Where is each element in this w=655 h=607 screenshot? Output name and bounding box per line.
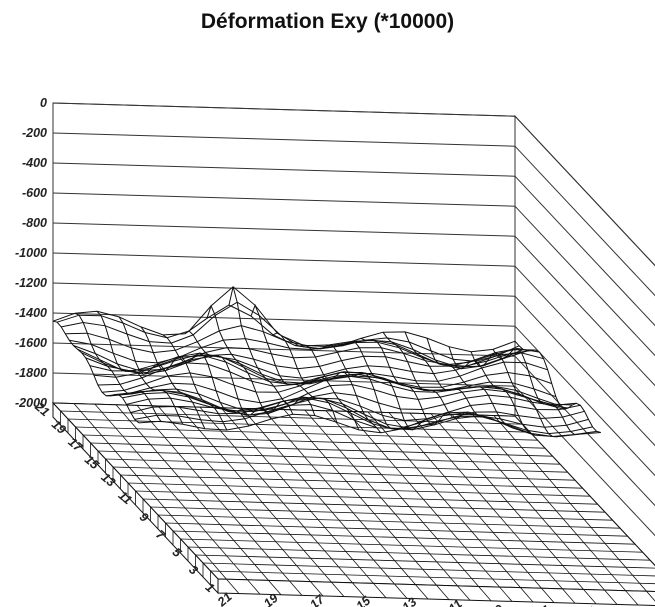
surface-col-line	[118, 316, 206, 429]
surface-col-line	[228, 286, 316, 416]
z-tick-label-left: -2000	[15, 396, 47, 410]
floor-grid-line	[180, 538, 643, 553]
surface-col-line	[448, 346, 535, 436]
surface-col-line	[250, 303, 338, 423]
surface-row-line	[106, 375, 569, 409]
floor-grid-line	[157, 514, 621, 529]
floor-grid-line	[202, 562, 655, 577]
z-gridline	[52, 342, 655, 507]
z-gridline	[52, 162, 655, 327]
chart-title: Déformation Exy (*10000)	[200, 10, 455, 33]
floor-grid-line	[127, 482, 591, 497]
surface-row-line	[126, 396, 589, 431]
z-tick-label-left: 0	[40, 96, 47, 110]
surface-row-line	[138, 411, 601, 438]
z-tick-label-left: -1000	[15, 246, 47, 260]
surface-col-line	[338, 340, 426, 431]
z-gridline	[52, 192, 655, 357]
col-tick-label: 9	[492, 602, 506, 607]
surface-row-line	[134, 403, 597, 438]
surface-col-line	[382, 331, 469, 420]
surface-col-line	[206, 304, 294, 415]
z-tick-label-left: -1400	[15, 306, 47, 320]
floor-grid-line	[142, 498, 606, 513]
surface-row-line	[85, 354, 548, 384]
z-tick-label-left: -600	[22, 186, 47, 200]
floor-grid-line	[75, 426, 538, 441]
surface-col-line	[426, 337, 514, 429]
z-gridline	[52, 252, 655, 417]
surface-mesh	[52, 286, 601, 438]
z-gridline	[52, 102, 655, 267]
axis-ticks: 00-200-200-400-400-600-600-800-800-1000-…	[15, 96, 645, 607]
col-tick-label: 11	[446, 597, 465, 607]
z-gridline	[52, 132, 655, 297]
surface-col-line	[316, 344, 403, 430]
surface-col-line	[514, 340, 601, 433]
surface-row-line	[130, 397, 593, 435]
surface-row-line	[56, 286, 520, 362]
floor-grid-line	[165, 522, 628, 537]
floor-grid-line	[97, 450, 561, 465]
surface-col-line	[74, 312, 162, 422]
surface-col-line	[470, 351, 557, 438]
floor-grid-line	[105, 458, 568, 473]
chart-floor	[51, 401, 655, 606]
floor-grid-line	[187, 546, 651, 561]
surface-col-line	[294, 344, 382, 434]
z-tick-label-left: -1800	[15, 366, 47, 380]
floor-grid-line	[135, 490, 598, 505]
surface-col-line	[404, 331, 491, 419]
surface-col-line	[162, 334, 250, 427]
floor-grid-line	[67, 418, 531, 433]
floor-grid-line	[120, 474, 583, 489]
floor-grid-line	[90, 442, 553, 457]
surface-col-line	[360, 337, 448, 426]
floor-grid-line	[112, 466, 576, 481]
surface-col-line	[140, 326, 228, 431]
surface-row-line	[81, 352, 544, 379]
surface-row-line	[110, 384, 573, 412]
floor-grid-line	[210, 570, 655, 585]
surface-col-line	[96, 310, 184, 425]
surface-col-line	[272, 332, 360, 431]
floor-grid-line	[82, 434, 546, 449]
z-gridline	[52, 372, 655, 537]
surface-row-line	[114, 389, 577, 416]
surface-col-line	[492, 347, 579, 436]
z-tick-label-left: -1600	[15, 336, 47, 350]
z-tick-label-left: -800	[22, 216, 47, 230]
surface-row-line	[122, 392, 585, 429]
floor-grid-line	[195, 554, 655, 569]
floor-grid-line	[150, 506, 613, 521]
surface-col-line	[52, 320, 140, 424]
surface-row-line	[118, 389, 581, 422]
col-tick-label: 7	[538, 603, 553, 607]
z-gridline	[52, 282, 655, 447]
floor-grid-line	[172, 530, 636, 545]
z-tick-label-left: -1200	[15, 276, 47, 290]
surface-col-line	[184, 330, 272, 420]
surface-row-line	[61, 301, 524, 368]
z-tick-label-left: -200	[22, 126, 47, 140]
z-tick-label-left: -400	[22, 156, 47, 170]
surface-row-line	[89, 352, 552, 388]
z-gridline	[52, 222, 655, 387]
